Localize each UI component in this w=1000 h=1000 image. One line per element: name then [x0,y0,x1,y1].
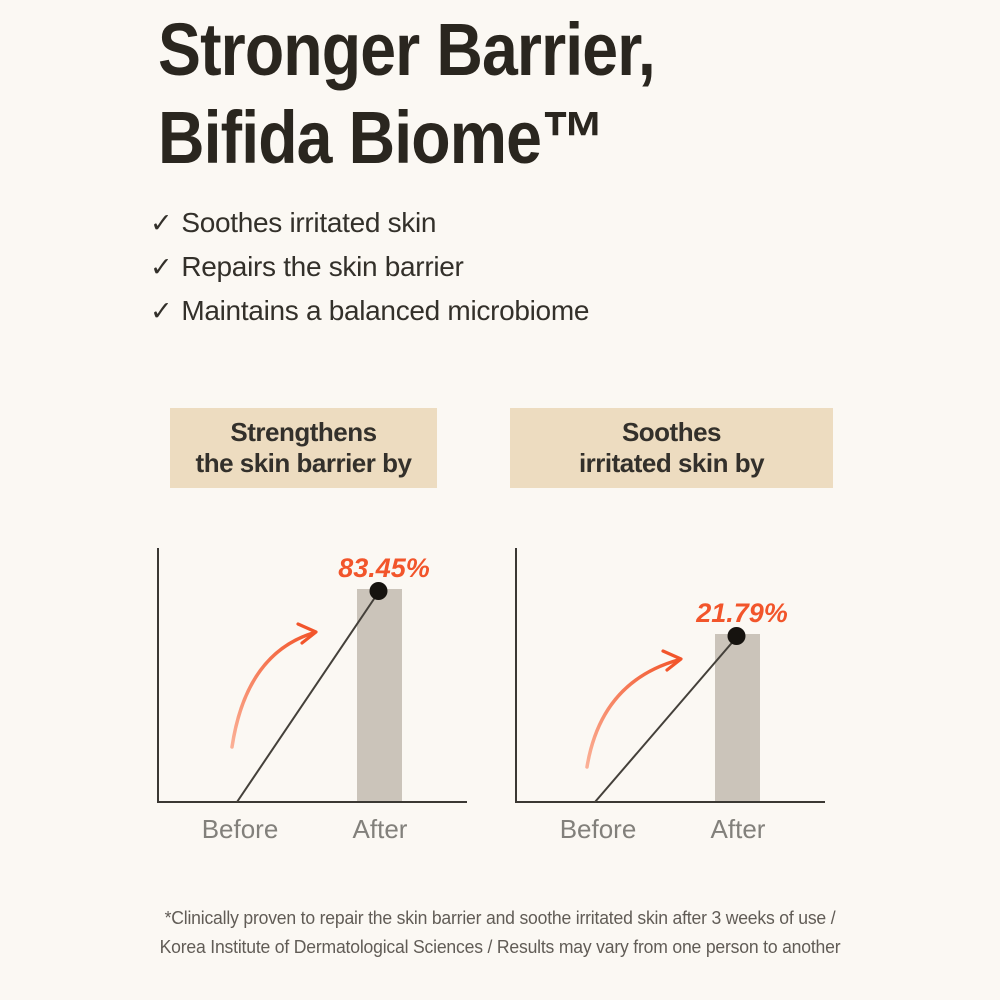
after-bar [357,589,402,802]
chart-header-line: irritated skin by [578,448,765,478]
chart-header-line: the skin barrier by [195,448,412,478]
growth-arrow-icon [230,631,315,749]
checkmark-icon: ✓ [150,296,173,326]
arrow-head-icon [661,649,683,672]
x-label-before: Before [202,814,279,844]
trademark-symbol: ™ [541,96,605,179]
benefit-label: Repairs the skin barrier [181,251,464,282]
list-item: ✓ Repairs the skin barrier [150,245,589,289]
checkmark-icon: ✓ [150,252,173,282]
benefits-list: ✓ Soothes irritated skin ✓ Repairs the ski… [150,201,589,333]
chart-header-soothe: Soothes irritated skin by [510,408,833,488]
trend-line [594,637,737,803]
list-item: ✓ Soothes irritated skin [150,201,589,245]
after-bar [715,634,760,802]
checkmark-icon: ✓ [150,208,173,238]
x-label-after: After [353,814,408,844]
title-line-1: Stronger Barrier, [158,8,656,91]
bar-chart-barrier: 83.45% Before After [156,544,468,844]
benefit-label: Maintains a balanced microbiome [181,295,590,326]
title-line-2: Bifida Biome™ [158,96,605,179]
chart-header-line: Soothes [621,417,722,447]
footnote-line-1: *Clinically proven to repair the skin ba… [164,907,836,928]
disclaimer-footnote: *Clinically proven to repair the skin ba… [25,903,975,961]
data-point-dot [727,627,746,645]
data-point-dot [369,582,388,600]
growth-arrow-icon [585,658,680,769]
chart-svg: 83.45% Before After [157,548,467,844]
bar-chart-soothe: 21.79% Before After [514,544,826,844]
value-label: 21.79% [695,598,788,628]
value-label: 83.45% [338,553,430,583]
x-label-before: Before [560,814,637,844]
chart-header-line: Strengthens [230,417,377,447]
page-title: Stronger Barrier, Bifida Biome™ [158,6,729,182]
arrow-head-icon [296,622,318,645]
chart-header-barrier: Strengthens the skin barrier by [170,408,437,488]
x-label-after: After [711,814,766,844]
list-item: ✓ Maintains a balanced microbiome [150,289,589,333]
trend-line [236,592,379,803]
footnote-line-2: Korea Institute of Dermatological Scienc… [159,936,841,957]
benefit-label: Soothes irritated skin [181,207,437,238]
chart-svg: 21.79% Before After [515,548,825,844]
